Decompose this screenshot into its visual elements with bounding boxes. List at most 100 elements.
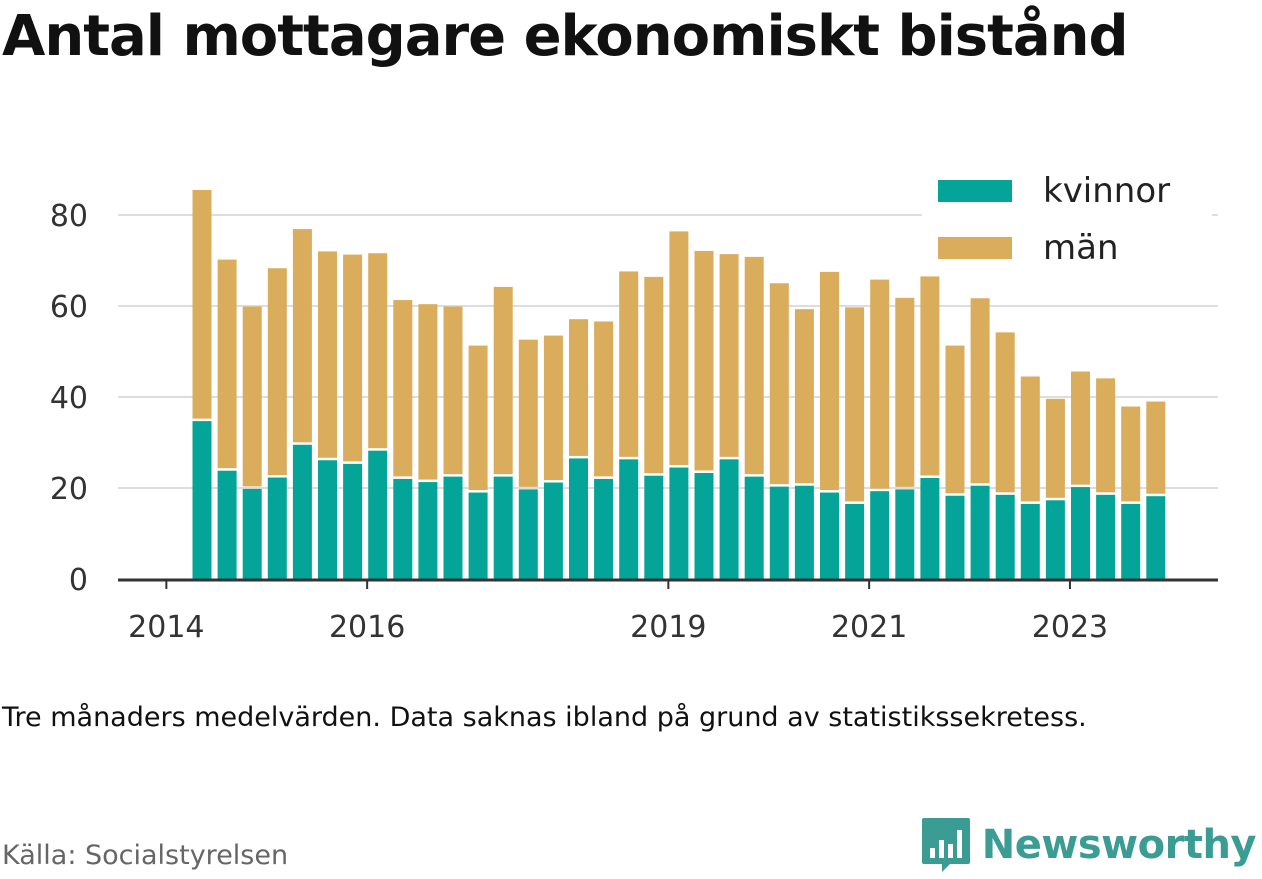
bar-kvinnor — [217, 470, 237, 579]
bar-man — [870, 279, 890, 489]
y-tick-label: 40 — [50, 381, 88, 416]
bar-kvinnor — [569, 458, 588, 579]
bar-man — [669, 231, 689, 466]
bar-kvinnor — [493, 476, 513, 579]
bar-kvinnor — [945, 495, 965, 579]
bar-kvinnor — [368, 450, 388, 579]
bar-man — [443, 306, 463, 475]
bar-kvinnor — [594, 478, 614, 579]
bar-kvinnor — [769, 486, 789, 579]
bar-kvinnor — [518, 489, 538, 579]
bar-man — [794, 309, 814, 484]
bar-kvinnor — [995, 494, 1015, 579]
bar-kvinnor — [744, 476, 764, 579]
bar-man — [192, 189, 212, 419]
x-tick-label: 2021 — [831, 610, 907, 645]
bar-man — [1020, 376, 1040, 502]
bar-kvinnor — [543, 482, 563, 579]
bar-kvinnor — [267, 477, 287, 579]
bar-kvinnor — [820, 492, 839, 579]
bar-man — [217, 259, 237, 469]
bar-kvinnor — [1146, 496, 1166, 579]
bar-kvinnor — [719, 459, 739, 579]
bar-kvinnor — [694, 472, 714, 579]
x-tick-label: 2016 — [329, 610, 405, 645]
bar-kvinnor — [970, 485, 990, 579]
bar-kvinnor — [669, 467, 689, 579]
bar-man — [318, 251, 337, 458]
bar-man — [1146, 401, 1166, 494]
bar-kvinnor — [418, 482, 438, 579]
bar-kvinnor — [318, 460, 337, 579]
newsworthy-logo-icon — [921, 818, 970, 872]
bar-kvinnor — [1020, 503, 1040, 579]
bar-man — [1045, 398, 1065, 498]
axes: 2014 2016 2019 2021 2023 — [118, 578, 1218, 645]
bar-man — [292, 229, 312, 443]
bar-kvinnor — [343, 463, 363, 579]
x-tick-label: 2014 — [128, 610, 204, 645]
bar-man — [895, 297, 915, 487]
legend-label: män — [1043, 228, 1119, 268]
bar-kvinnor — [619, 459, 639, 579]
logo-text: Newsworthy — [981, 822, 1257, 868]
bar-kvinnor — [644, 475, 664, 579]
bar-kvinnor — [1096, 494, 1116, 579]
y-tick-label: 80 — [50, 199, 88, 234]
legend-label: kvinnor — [1043, 171, 1170, 211]
bar-man — [820, 271, 839, 491]
bar-man — [493, 286, 513, 475]
bar-man — [418, 304, 438, 480]
bar-man — [970, 298, 990, 484]
bar-man — [744, 256, 764, 475]
bar-kvinnor — [1045, 500, 1065, 579]
bar-man — [1096, 378, 1116, 493]
bar-man — [393, 300, 413, 477]
y-tick-label: 60 — [50, 290, 88, 325]
bar-kvinnor — [192, 421, 212, 579]
bar-man — [569, 319, 588, 456]
x-tick-label: 2023 — [1032, 610, 1108, 645]
bar-man — [594, 321, 614, 477]
bar-man — [368, 253, 388, 449]
bar-kvinnor — [1071, 487, 1090, 579]
bar-man — [343, 254, 363, 462]
bar-man — [719, 254, 739, 457]
bar-kvinnor — [443, 476, 463, 579]
bar-kvinnor — [895, 489, 915, 579]
bar-kvinnor — [1121, 503, 1141, 579]
bar-kvinnor — [794, 485, 814, 579]
bar-kvinnor — [468, 492, 488, 579]
chart-title: Antal mottagare ekonomiskt bistånd — [2, 4, 1129, 69]
source-label: Källa: Socialstyrelsen — [2, 840, 289, 871]
bar-man — [845, 307, 865, 502]
x-tick-label: 2019 — [630, 610, 706, 645]
legend: kvinnor män — [922, 168, 1212, 276]
legend-swatch — [938, 237, 1012, 259]
y-tick-label: 20 — [50, 472, 88, 507]
bar-man — [945, 345, 965, 494]
bar-man — [1071, 371, 1090, 485]
newsworthy-logo: Newsworthy — [920, 815, 1257, 875]
bar-kvinnor — [920, 477, 940, 579]
bar-man — [242, 306, 262, 487]
bar-man — [619, 271, 639, 457]
bar-man — [920, 276, 940, 476]
bar-man — [543, 335, 563, 481]
bar-kvinnor — [292, 444, 312, 579]
bar-man — [769, 283, 789, 485]
bar-kvinnor — [845, 503, 865, 579]
bar-man — [518, 339, 538, 487]
bar-man — [694, 250, 714, 471]
legend-swatch — [938, 180, 1012, 202]
bar-man — [267, 268, 287, 476]
bar-kvinnor — [870, 491, 890, 579]
bar-man — [468, 345, 488, 491]
bars — [192, 189, 1166, 579]
bar-kvinnor — [242, 488, 262, 579]
bar-kvinnor — [393, 478, 413, 579]
chart-note: Tre månaders medelvärden. Data saknas ib… — [2, 702, 1087, 733]
y-tick-label: 0 — [69, 563, 88, 598]
stacked-bar-chart: 0 20 40 60 80 2014 2016 2019 2021 2023 kvinnor mä… — [50, 168, 1218, 645]
bar-man — [995, 332, 1015, 493]
